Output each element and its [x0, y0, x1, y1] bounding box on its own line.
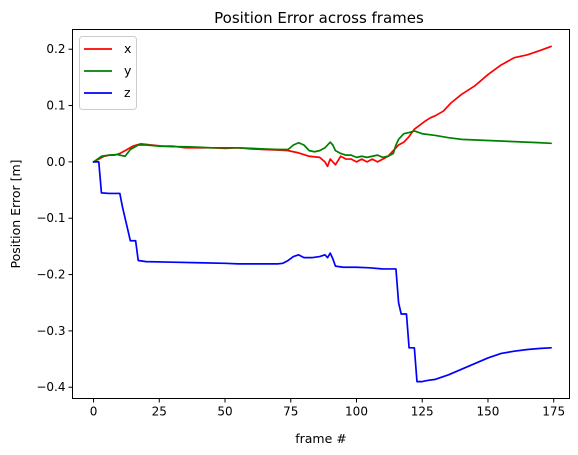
- series-line-y: [94, 131, 552, 162]
- legend-label-z: z: [124, 85, 131, 100]
- y-tick-label: −0.2: [36, 268, 65, 282]
- x-axis: 0 25 50 75 100 125 150 175: [90, 399, 565, 419]
- x-tick-label: 0: [90, 405, 98, 419]
- y-axis-label: Position Error [m]: [8, 159, 23, 268]
- legend-label-x: x: [124, 41, 131, 56]
- y-tick-label: −0.1: [36, 211, 65, 225]
- x-tick-label: 150: [477, 405, 500, 419]
- y-tick-label: 0.1: [46, 99, 65, 113]
- y-tick-label: 0.0: [46, 155, 65, 169]
- series-line-z: [94, 162, 552, 382]
- y-tick-label: −0.3: [36, 324, 65, 338]
- x-tick-label: 25: [152, 405, 167, 419]
- x-axis-label: frame #: [295, 431, 347, 446]
- x-tick-label: 175: [542, 405, 565, 419]
- series-layer: [94, 46, 552, 381]
- x-tick-label: 125: [411, 405, 434, 419]
- plot-area: [73, 30, 570, 399]
- y-tick-label: 0.2: [46, 42, 65, 56]
- x-tick-label: 75: [283, 405, 298, 419]
- chart-title: Position Error across frames: [214, 9, 424, 27]
- legend: xyz: [80, 37, 137, 110]
- x-tick-label: 50: [217, 405, 232, 419]
- x-tick-label: 100: [345, 405, 368, 419]
- legend-label-y: y: [124, 63, 132, 78]
- y-tick-label: −0.4: [36, 380, 65, 394]
- y-axis: 0.2 0.1 0.0 −0.1 −0.2 −0.3 −0.4: [36, 42, 72, 394]
